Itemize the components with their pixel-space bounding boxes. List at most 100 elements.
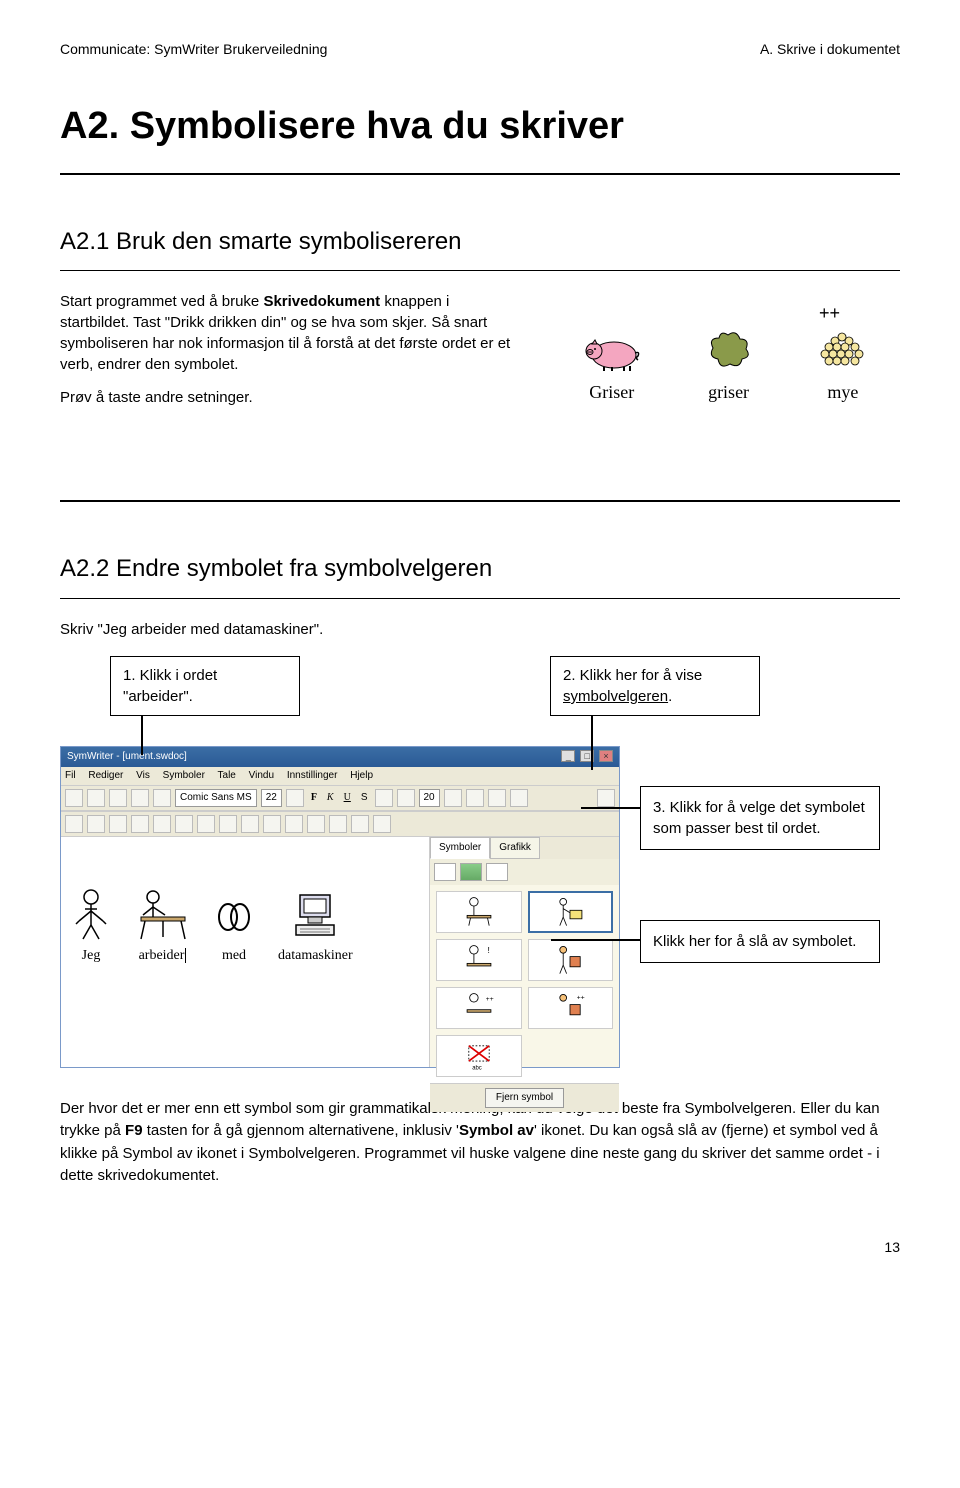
header-right: A. Skrive i dokumentet (760, 40, 900, 60)
toolbar-button[interactable] (285, 815, 303, 833)
menu-item[interactable]: Vis (136, 770, 150, 781)
toolbar-button[interactable] (375, 789, 393, 807)
toolbar-button[interactable] (444, 789, 462, 807)
symbol-choice[interactable] (436, 891, 522, 933)
callout-2: 2. Klikk her for å vise symbolvelgeren. (550, 656, 760, 716)
toolbar-button[interactable] (109, 789, 127, 807)
picker-icon[interactable] (434, 863, 456, 881)
toolbar: Comic Sans MS 22 F K U S 20 (61, 785, 619, 811)
callout-4: Klikk her for å slå av symbolet. (640, 920, 880, 963)
picker-toolbar (430, 859, 619, 885)
toolbar-button[interactable] (307, 815, 325, 833)
page-number: 13 (60, 1238, 900, 1258)
symbol-many: mye (815, 327, 870, 405)
doc-word-jeg: Jeg (71, 887, 111, 966)
menu-item[interactable]: Hjelp (350, 770, 373, 781)
menu-item[interactable]: Innstillinger (287, 770, 338, 781)
menu-item[interactable]: Tale (218, 770, 236, 781)
symbol-choice[interactable] (528, 939, 614, 981)
picker-icon[interactable] (460, 863, 482, 881)
symbol-pig: Griser (582, 327, 642, 405)
symbol-off-choice[interactable]: abc (436, 1035, 522, 1077)
toolbar-button[interactable] (131, 789, 149, 807)
menu-item[interactable]: Symboler (163, 770, 205, 781)
toolbar-button[interactable] (263, 815, 281, 833)
font-select[interactable]: Comic Sans MS (175, 789, 257, 807)
section-a22-heading: A2.2 Endre symbolet fra symbolvelgeren (60, 552, 900, 586)
toolbar-button[interactable] (65, 815, 83, 833)
top-callouts: 1. Klikk i ordet "arbeider". 2. Klikk he… (110, 656, 900, 716)
doc-word-med: med (214, 887, 254, 966)
toolbar-button[interactable] (397, 789, 415, 807)
svg-text:++: ++ (486, 996, 494, 1003)
header-left: Communicate: SymWriter Brukerveiledning (60, 40, 327, 60)
doc-word-arbeider: arbeider (135, 887, 190, 966)
panel-tabs: Symboler Grafikk (430, 837, 619, 859)
symbol-grid: ! ++ ++ abc (430, 885, 619, 1083)
toolbar-button[interactable] (241, 815, 259, 833)
window-titlebar: SymWriter - [ument.swdoc] _ □ × (61, 747, 619, 767)
toolbar-button[interactable] (65, 789, 83, 807)
tab-grafikk[interactable]: Grafikk (490, 837, 540, 859)
toolbar-button[interactable] (109, 815, 127, 833)
plus-plus-icon: ++ (552, 301, 900, 326)
close-button[interactable]: × (599, 750, 613, 762)
menu-item[interactable]: Rediger (88, 770, 123, 781)
toolbar-button[interactable] (510, 789, 528, 807)
italic-button[interactable]: K (324, 791, 337, 805)
symbol-choice-selected[interactable] (528, 891, 614, 933)
menu-item[interactable]: Vindu (249, 770, 274, 781)
window-controls: _ □ × (559, 750, 613, 764)
fontsize-select[interactable]: 22 (261, 789, 282, 807)
screenshot-area: SymWriter - [ument.swdoc] _ □ × Fil Redi… (60, 746, 900, 1068)
minimize-button[interactable]: _ (561, 750, 575, 762)
callout-3: 3. Klikk for å velge det symbolet som pa… (640, 786, 880, 850)
menubar: Fil Rediger Vis Symboler Tale Vindu Inns… (61, 767, 619, 785)
callout-leader (551, 939, 641, 941)
symbol-choice[interactable]: ! (436, 939, 522, 981)
toolbar-button[interactable] (197, 815, 215, 833)
divider (60, 598, 900, 599)
toolbar-button[interactable] (286, 789, 304, 807)
page-title: A2. Symbolisere hva du skriver (60, 100, 900, 153)
divider (60, 270, 900, 271)
underline-button[interactable]: U (341, 791, 354, 805)
toolbar-button[interactable] (153, 789, 171, 807)
toolbar-button[interactable] (488, 789, 506, 807)
strike-button[interactable]: S (358, 791, 371, 805)
toolbar-button[interactable] (87, 789, 105, 807)
divider (60, 173, 900, 175)
tab-symboler[interactable]: Symboler (430, 837, 490, 859)
toolbar-button[interactable] (219, 815, 237, 833)
symbol-choice[interactable]: ++ (436, 987, 522, 1029)
a22-intro: Skriv "Jeg arbeider med datamaskiner". (60, 619, 900, 640)
bold-button[interactable]: F (308, 791, 320, 805)
toolbar-button[interactable] (131, 815, 149, 833)
section-a21-text: Start programmet ved å bruke Skrivedokum… (60, 291, 512, 420)
svg-text:abc: abc (472, 1066, 482, 1072)
toolbar-button[interactable] (87, 815, 105, 833)
symbol-choice[interactable]: ++ (528, 987, 614, 1029)
section-a21-heading: A2.1 Bruk den smarte symbolisereren (60, 225, 900, 259)
document-canvas[interactable]: Jeg arbeider med datamaskiner (61, 837, 429, 1067)
toolbar-button[interactable] (153, 815, 171, 833)
symbol-chooser-panel: Symboler Grafikk ! ++ ++ abc (429, 837, 619, 1067)
toolbar-button[interactable] (597, 789, 615, 807)
toolbar-button[interactable] (351, 815, 369, 833)
app-window: SymWriter - [ument.swdoc] _ □ × Fil Redi… (60, 746, 620, 1068)
remove-symbol-button[interactable]: Fjern symbol (485, 1088, 564, 1108)
toolbar-button[interactable] (466, 789, 484, 807)
section-a21: Start programmet ved å bruke Skrivedokum… (60, 291, 900, 420)
menu-item[interactable]: Fil (65, 770, 76, 781)
toolbar-button[interactable] (175, 815, 193, 833)
doc-area: Jeg arbeider med datamaskiner (61, 837, 619, 1067)
doc-word-datamaskiner: datamaskiner (278, 887, 353, 966)
toolbar-button[interactable] (373, 815, 391, 833)
toolbar-button[interactable] (329, 815, 347, 833)
side-callouts: 3. Klikk for å velge det symbolet som pa… (640, 786, 880, 1033)
a21-paragraph-1: Start programmet ved å bruke Skrivedokum… (60, 291, 512, 375)
picker-icon[interactable] (486, 863, 508, 881)
callout-leader (591, 715, 593, 770)
size-select[interactable]: 20 (419, 789, 440, 807)
remove-symbol-row: Fjern symbol (430, 1083, 619, 1112)
